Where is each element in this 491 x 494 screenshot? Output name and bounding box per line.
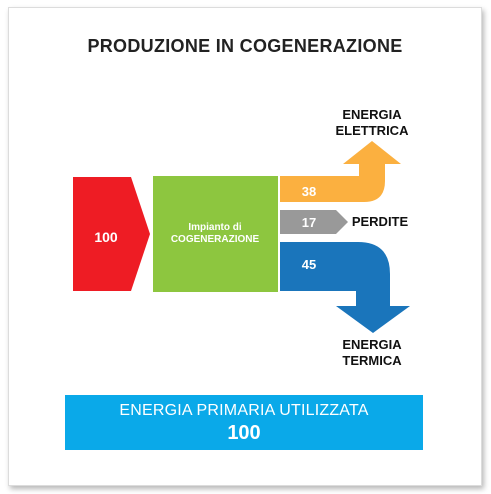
primary-energy-label: ENERGIA PRIMARIA UTILIZZATA [119, 402, 369, 419]
sankey-diagram: 100 Impianto di COGENERAZIONE 38 17 45 [73, 141, 410, 333]
primary-energy-value: 100 [227, 422, 261, 444]
thermal-value: 45 [302, 257, 316, 272]
input-value: 100 [94, 229, 118, 245]
losses-arrow [280, 210, 348, 234]
electric-label: ENERGIA ELETTRICA [327, 107, 417, 139]
diagram-title: PRODUZIONE IN COGENERAZIONE [87, 36, 403, 56]
electric-arrow [280, 141, 401, 202]
plant-box [153, 176, 278, 292]
thermal-label-line1: ENERGIA [342, 337, 402, 352]
plant-label-line1: Impianto di [188, 222, 242, 233]
input-arrow [73, 177, 150, 291]
thermal-label: ENERGIA TERMICA [326, 337, 418, 369]
thermal-arrow [280, 242, 410, 333]
losses-value: 17 [302, 215, 316, 230]
thermal-label-line2: TERMICA [342, 353, 402, 368]
electric-label-line2: ELETTRICA [335, 123, 409, 138]
electric-value: 38 [302, 184, 316, 199]
plant-label-line2: COGENERAZIONE [171, 234, 260, 245]
electric-label-line1: ENERGIA [342, 107, 402, 122]
primary-energy-banner: ENERGIA PRIMARIA UTILIZZATA 100 [65, 395, 423, 450]
losses-label: PERDITE [351, 214, 409, 229]
diagram-card: PRODUZIONE IN COGENERAZIONE 100 Impianto… [8, 7, 482, 486]
